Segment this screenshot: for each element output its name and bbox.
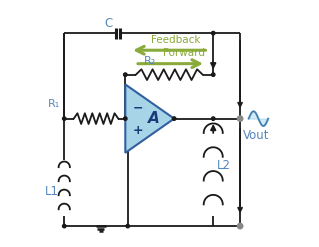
- Circle shape: [211, 31, 215, 35]
- Text: C: C: [104, 17, 112, 30]
- Text: R₁: R₁: [48, 99, 61, 109]
- Text: L1: L1: [45, 185, 59, 198]
- Text: +: +: [132, 124, 143, 137]
- Circle shape: [126, 224, 130, 228]
- Polygon shape: [125, 84, 174, 153]
- Circle shape: [211, 73, 215, 76]
- Text: Feedback: Feedback: [151, 36, 200, 45]
- Circle shape: [237, 223, 243, 229]
- Circle shape: [123, 117, 127, 120]
- Text: A: A: [147, 111, 159, 126]
- Circle shape: [123, 73, 127, 76]
- Circle shape: [238, 224, 242, 228]
- Text: Forward: Forward: [163, 48, 205, 58]
- Text: −: −: [132, 102, 143, 115]
- Circle shape: [237, 116, 243, 121]
- Text: Vout: Vout: [243, 129, 269, 142]
- Circle shape: [63, 224, 66, 228]
- Text: R₂: R₂: [144, 56, 156, 66]
- Circle shape: [173, 117, 176, 120]
- Circle shape: [63, 117, 66, 120]
- Circle shape: [211, 117, 215, 120]
- Text: L2: L2: [217, 159, 231, 171]
